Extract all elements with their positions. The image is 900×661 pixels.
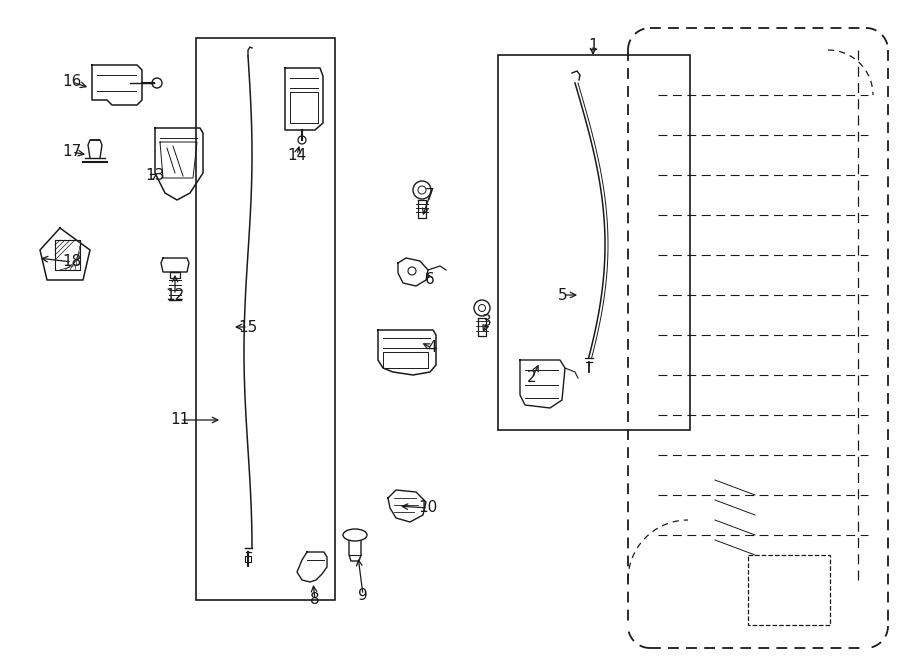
Bar (748, 555, 830, 625)
Text: 9: 9 (358, 588, 368, 602)
Text: 12: 12 (166, 288, 184, 303)
Text: 8: 8 (310, 592, 320, 607)
Text: 2: 2 (527, 371, 536, 385)
Bar (498, 55, 690, 430)
Text: 14: 14 (287, 147, 307, 163)
Text: 6: 6 (425, 272, 435, 288)
Circle shape (418, 186, 426, 194)
Text: 7: 7 (425, 188, 435, 202)
Text: 3: 3 (482, 315, 492, 329)
Text: 17: 17 (62, 145, 82, 159)
Text: 11: 11 (170, 412, 190, 428)
Text: 10: 10 (418, 500, 437, 516)
Text: 16: 16 (62, 75, 82, 89)
Text: 13: 13 (145, 167, 165, 182)
Circle shape (408, 267, 416, 275)
Text: 5: 5 (558, 288, 568, 303)
Bar (196, 38, 335, 600)
Text: 4: 4 (428, 340, 436, 356)
Circle shape (479, 305, 485, 311)
Text: 15: 15 (238, 319, 257, 334)
Text: 18: 18 (62, 254, 82, 270)
Circle shape (152, 78, 162, 88)
Ellipse shape (343, 529, 367, 541)
Text: 1: 1 (589, 38, 598, 52)
Circle shape (474, 300, 490, 316)
Circle shape (413, 181, 431, 199)
